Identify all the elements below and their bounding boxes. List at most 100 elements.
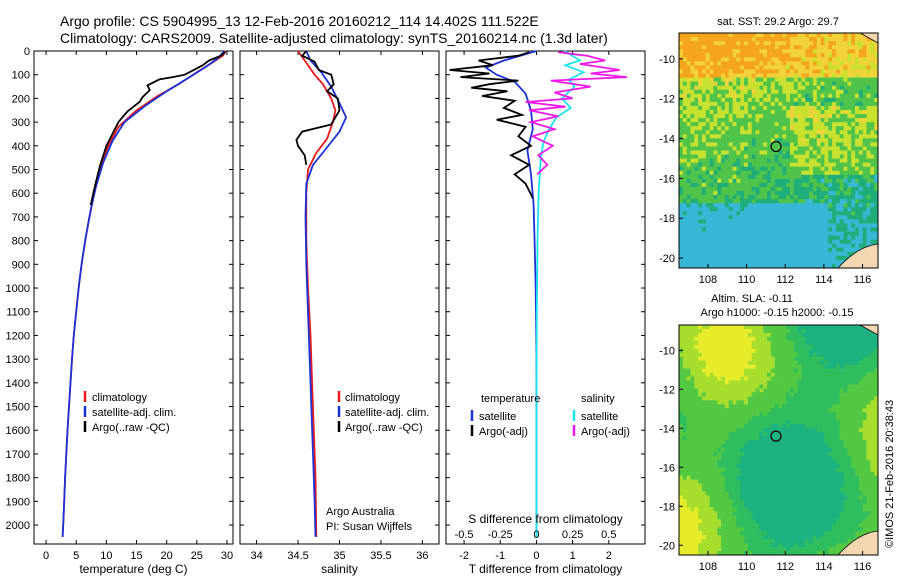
heatmap-cell — [820, 166, 825, 172]
heatmap-cell — [763, 364, 768, 370]
heatmap-cell — [770, 384, 776, 389]
heatmap-cell — [717, 166, 722, 172]
heatmap-cell — [690, 364, 695, 370]
heatmap-cell — [828, 332, 833, 338]
heatmap-cell — [717, 360, 722, 366]
heatmap-cell — [778, 404, 783, 409]
heatmap-cell — [701, 142, 707, 147]
heatmap-cell — [682, 73, 688, 78]
heatmap-cell — [767, 57, 772, 62]
heatmap-cell — [747, 211, 753, 216]
heatmap-cell — [870, 41, 875, 46]
heatmap-cell — [843, 325, 848, 330]
heatmap-cell — [855, 432, 860, 437]
heatmap-cell — [782, 118, 787, 123]
heatmap-cell — [809, 97, 814, 103]
heatmap-cell — [824, 81, 829, 87]
heatmap-cell — [698, 77, 703, 83]
heatmap-cell — [824, 223, 829, 228]
heatmap-cell — [858, 352, 864, 358]
heatmap-cell — [767, 380, 772, 385]
heatmap-cell — [732, 384, 737, 389]
heatmap-cell — [763, 255, 768, 261]
heatmap-cell — [728, 384, 733, 389]
heatmap-cell — [812, 392, 818, 397]
heatmap-cell — [835, 416, 841, 421]
heatmap-cell — [755, 235, 760, 241]
heatmap-cell — [828, 81, 833, 87]
heatmap-cell — [789, 178, 795, 184]
heatmap-cell — [740, 146, 745, 151]
heatmap-cell — [751, 170, 756, 176]
heatmap-cell — [736, 118, 741, 123]
heatmap-cell — [740, 142, 745, 147]
heatmap-cell — [682, 178, 688, 184]
heatmap-cell — [740, 436, 745, 441]
heatmap-cell — [855, 424, 860, 429]
heatmap-cell — [820, 130, 825, 135]
heatmap-cell — [724, 53, 730, 58]
heatmap-cell — [832, 73, 837, 78]
heatmap-cell — [713, 356, 718, 362]
heatmap-cell — [862, 443, 867, 449]
heatmap-cell — [724, 73, 730, 78]
heatmap-cell — [751, 199, 756, 204]
heatmap-cell — [874, 203, 879, 208]
heatmap-cell — [751, 416, 756, 421]
heatmap-cell — [774, 182, 779, 188]
heatmap-cell — [759, 436, 764, 441]
heatmap-cell — [782, 57, 787, 62]
heatmap-cell — [682, 45, 688, 50]
heatmap-cell — [851, 243, 856, 249]
heatmap-cell — [797, 215, 802, 220]
heatmap-cell — [782, 170, 787, 176]
heatmap-cell — [694, 166, 699, 172]
heatmap-cell — [736, 195, 741, 200]
heatmap-cell — [698, 416, 703, 421]
heatmap-cell — [682, 81, 688, 87]
heatmap-cell — [809, 41, 814, 46]
x-tick-label: 5 — [73, 550, 79, 562]
heatmap-cell — [724, 122, 730, 127]
heatmap-cell — [843, 146, 848, 151]
heatmap-cell — [724, 150, 730, 155]
heatmap-cell — [740, 174, 745, 180]
heatmap-cell — [839, 348, 844, 354]
heatmap-cell — [698, 191, 703, 196]
heatmap-cell — [763, 231, 768, 236]
heatmap-cell — [740, 231, 745, 236]
heatmap-cell — [740, 122, 745, 127]
heatmap-cell — [698, 384, 703, 389]
heatmap-cell — [797, 162, 802, 168]
heatmap-cell — [728, 138, 733, 143]
heatmap-cell — [724, 420, 730, 425]
heatmap-cell — [751, 114, 756, 119]
heatmap-cell — [839, 384, 844, 389]
heatmap-cell — [767, 247, 772, 253]
heatmap-cell — [847, 235, 852, 241]
heatmap-cell — [736, 191, 741, 196]
heatmap-cell — [832, 263, 837, 269]
heatmap-cell — [835, 114, 841, 119]
heatmap-cell — [786, 223, 791, 228]
heatmap-cell — [686, 61, 691, 66]
heatmap-cell — [774, 101, 779, 107]
heatmap-cell — [740, 199, 745, 204]
heatmap-cell — [866, 170, 871, 176]
heatmap-cell — [816, 162, 821, 168]
heatmap-cell — [694, 447, 699, 453]
heatmap-cell — [835, 227, 841, 232]
heatmap-cell — [851, 328, 856, 334]
heatmap-cell — [793, 41, 799, 46]
heatmap-cell — [839, 170, 844, 176]
heatmap-cell — [789, 138, 795, 143]
heatmap-cell — [801, 440, 806, 445]
heatmap-cell — [774, 404, 779, 409]
heatmap-cell — [786, 49, 791, 54]
heatmap-cell — [709, 451, 714, 457]
heatmap-cell — [870, 447, 875, 453]
heatmap-cell — [732, 178, 737, 184]
heatmap-cell — [820, 41, 825, 46]
heatmap-cell — [809, 211, 814, 216]
heatmap-cell — [763, 404, 768, 409]
